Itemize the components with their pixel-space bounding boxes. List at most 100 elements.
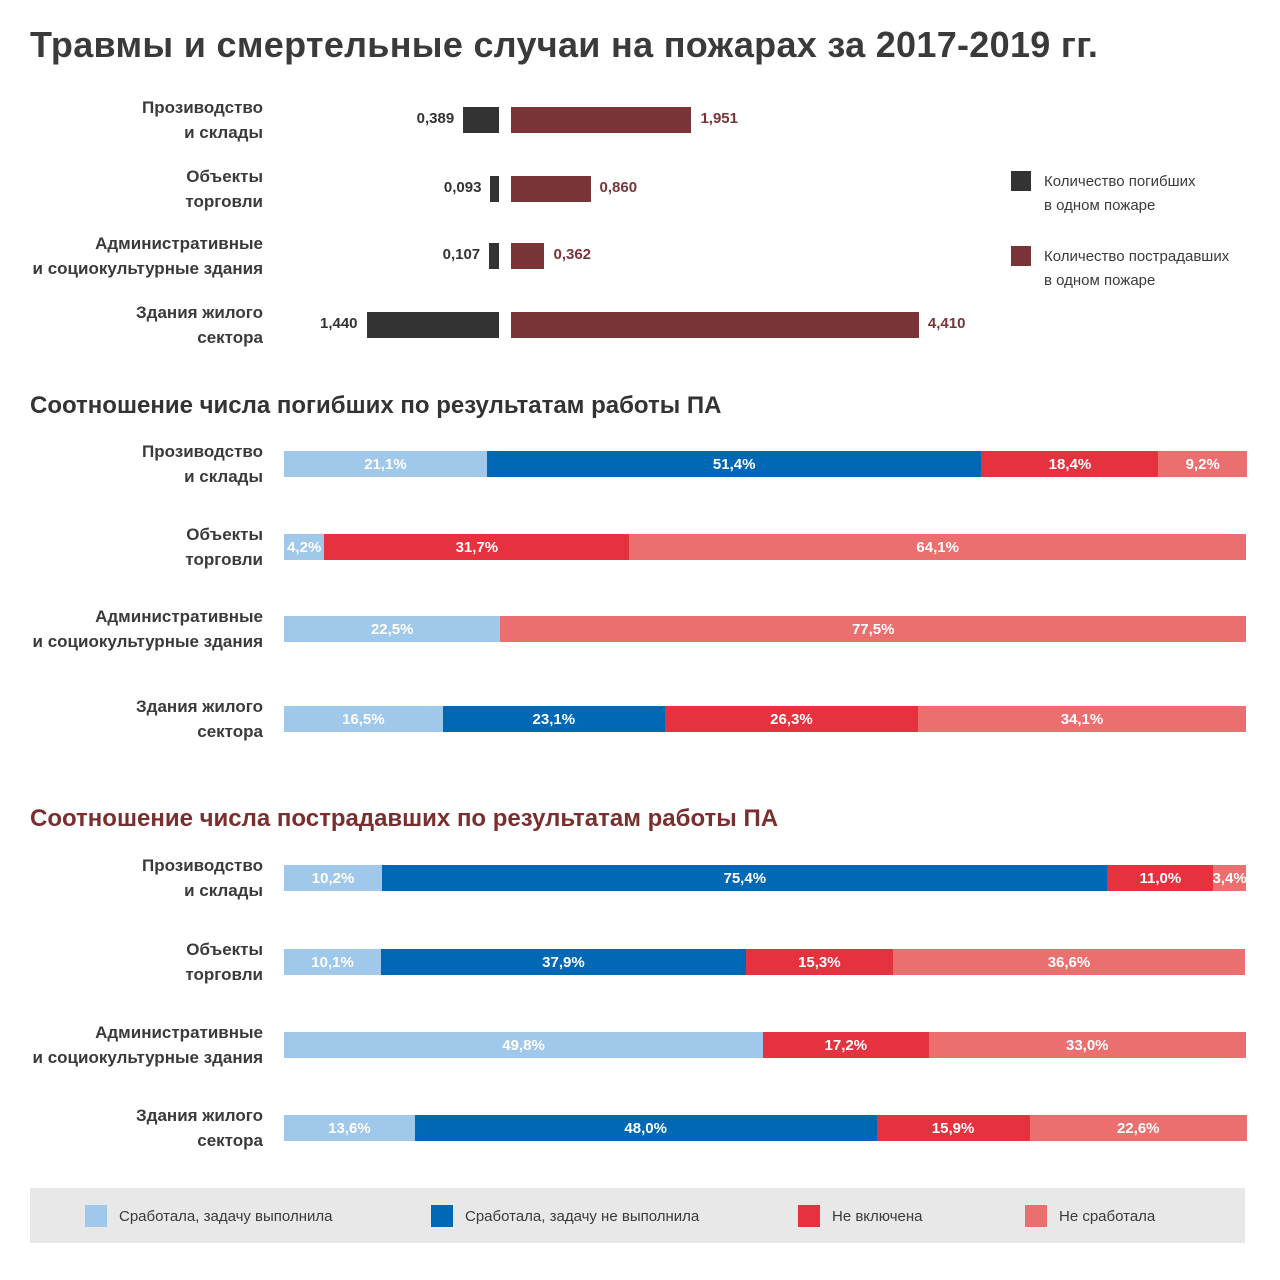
deaths-category-line2: и социокультурные здания [32, 632, 263, 651]
injured-stacked-row: 10,2% 75,4% 11,0% 3,4% [284, 865, 1247, 891]
injured-segment-label: 15,9% [931, 1119, 975, 1137]
injured-segment-label: 17,2% [824, 1036, 868, 1054]
injured-stacked-row: 10,1% 37,9% 15,3% 36,6% [284, 949, 1246, 975]
deaths-bar [489, 243, 499, 269]
injured-segment-success: 13,6% [284, 1115, 415, 1141]
deaths-segment-label: 23,1% [532, 710, 576, 728]
top-category-line2: торговли [185, 192, 263, 211]
injured-value-label: 1,951 [700, 110, 738, 127]
legend-label-success: Сработала, задачу выполнила [119, 1207, 333, 1225]
legend-swatch-not-enabled [798, 1205, 820, 1227]
injured-bar [511, 243, 545, 269]
deaths-segment-label: 9,2% [1185, 455, 1220, 473]
deaths-segment-not-triggered: 77,5% [500, 616, 1246, 642]
legend-injured-line2: в одном пожаре [1044, 272, 1156, 289]
legend-label-not-enabled: Не включена [832, 1207, 923, 1225]
injured-value-label: 0,362 [553, 246, 592, 263]
injured-segment-success: 10,2% [284, 865, 383, 891]
deaths-category-line1: Объекты [186, 525, 263, 544]
deaths-value-label: 1,440 [319, 315, 358, 332]
deaths-segment-success: 21,1% [284, 451, 487, 477]
injured-segment-label: 13,6% [328, 1119, 371, 1137]
deaths-category-line1: Здания жилого [136, 697, 263, 716]
deaths-stacked-row: 4,2% 31,7% 64,1% [284, 534, 1246, 560]
injured-segment-label: 10,1% [311, 953, 354, 971]
injured-value-label: 4,410 [927, 315, 966, 332]
top-category-label: Прозиводство и склады [3, 95, 263, 145]
deaths-value-label: 0,107 [442, 246, 481, 263]
legend-item-not-enabled: Не включена [798, 1205, 923, 1227]
deaths-segment-label: 22,5% [370, 620, 414, 638]
injured-segment-not-triggered: 33,0% [928, 1032, 1246, 1058]
injured-segment-not-triggered: 3,4% [1213, 865, 1247, 891]
legend-item-not-triggered: Не сработала [1025, 1205, 1155, 1227]
legend-label-failed-task: Сработала, задачу не выполнила [465, 1207, 700, 1225]
top-category-line1: Административные [95, 234, 263, 253]
injured-segment-failed-task: 75,4% [382, 865, 1108, 891]
deaths-segment-label: 34,1% [1060, 710, 1104, 728]
legend-swatch-failed-task [431, 1205, 453, 1227]
deaths-category-label: Прозиводство и склады [3, 439, 263, 489]
legend-swatch-not-triggered [1025, 1205, 1047, 1227]
legend-label-deaths: Количество погибших в одном пожаре [1044, 170, 1196, 218]
deaths-bar [463, 107, 499, 133]
deaths-value-label: 0,389 [416, 110, 455, 127]
deaths-category-line1: Административные [95, 607, 263, 626]
injured-category-line1: Прозиводство [141, 856, 263, 875]
injured-segment-failed-task: 37,9% [381, 949, 746, 975]
injured-segment-failed-task: 48,0% [414, 1115, 877, 1141]
deaths-category-line2: сектора [197, 722, 263, 741]
top-category-label: Административные и социокультурные здания [3, 231, 263, 281]
legend-bottom: Сработала, задачу выполнила Сработала, з… [30, 1188, 1245, 1243]
deaths-segment-not-triggered: 64,1% [629, 534, 1246, 560]
top-category-line1: Прозиводство [141, 98, 263, 117]
deaths-segment-label: 64,1% [916, 538, 959, 556]
deaths-segment-not-triggered: 9,2% [1158, 451, 1247, 477]
top-category-line1: Объекты [186, 167, 263, 186]
injured-category-line2: и склады [184, 881, 263, 900]
injured-segment-label: 15,3% [798, 953, 841, 971]
legend-label-not-triggered: Не сработала [1059, 1207, 1156, 1225]
deaths-stacked-row: 22,5% 77,5% [284, 616, 1246, 642]
top-category-label: Объекты торговли [3, 164, 263, 214]
subtitle-deaths: Соотношение числа погибших по результата… [30, 392, 722, 419]
injured-segment-not-enabled: 15,3% [745, 949, 893, 975]
deaths-segment-success: 16,5% [284, 706, 443, 732]
injured-segment-not-triggered: 22,6% [1029, 1115, 1247, 1141]
deaths-segment-failed-task: 23,1% [442, 706, 665, 732]
legend-swatch-injured [1011, 246, 1031, 266]
injured-segment-not-enabled: 17,2% [763, 1032, 929, 1058]
deaths-category-line2: и склады [184, 467, 263, 486]
legend-label-injured: Количество пострадавших в одном пожаре [1044, 245, 1229, 293]
injured-bar [511, 107, 692, 133]
deaths-segment-not-enabled: 18,4% [981, 451, 1159, 477]
deaths-category-label: Здания жилого сектора [3, 694, 263, 744]
deaths-segment-label: 21,1% [364, 455, 407, 473]
deaths-segment-failed-task: 51,4% [486, 451, 982, 477]
deaths-value-label: 0,093 [443, 179, 482, 196]
top-category-line2: и социокультурные здания [32, 259, 263, 278]
injured-segment-label: 37,9% [542, 953, 585, 971]
legend-deaths-line2: в одном пожаре [1044, 197, 1156, 214]
deaths-segment-label: 77,5% [851, 620, 895, 638]
deaths-segment-label: 4,2% [287, 538, 322, 556]
legend-item-failed-task: Сработала, задачу не выполнила [431, 1205, 699, 1227]
injured-segment-label: 36,6% [1047, 953, 1091, 971]
injured-segment-success: 49,8% [284, 1032, 764, 1058]
top-category-line2: сектора [197, 328, 263, 347]
top-category-line2: и склады [184, 123, 263, 142]
injured-segment-label: 49,8% [502, 1036, 545, 1054]
injured-bar [511, 176, 591, 202]
injured-category-line1: Здания жилого [136, 1106, 263, 1125]
injured-segment-label: 10,2% [311, 869, 355, 887]
injured-category-line2: сектора [197, 1131, 263, 1150]
deaths-segment-label: 31,7% [455, 538, 499, 556]
injured-category-label: Объекты торговли [3, 937, 263, 987]
top-category-line1: Здания жилого [136, 303, 263, 322]
chart-title: Травмы и смертельные случаи на пожарах з… [30, 24, 1099, 65]
injured-segment-not-triggered: 36,6% [892, 949, 1246, 975]
injured-segment-label: 22,6% [1116, 1119, 1160, 1137]
injured-segment-not-enabled: 15,9% [876, 1115, 1030, 1141]
injured-category-line2: и социокультурные здания [32, 1048, 263, 1067]
legend-item-success: Сработала, задачу выполнила [85, 1205, 332, 1227]
